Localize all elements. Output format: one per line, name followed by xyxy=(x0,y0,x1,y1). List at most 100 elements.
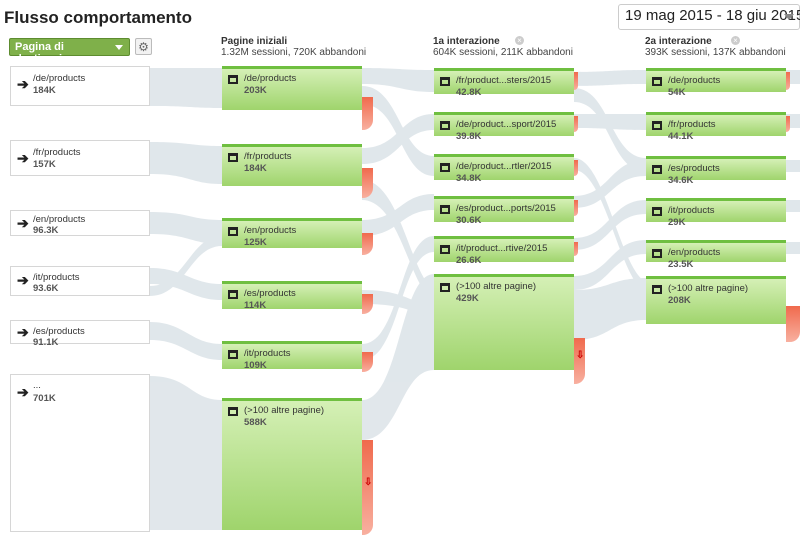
close-icon[interactable]: × xyxy=(515,36,524,45)
node-value: 30.6K xyxy=(456,215,482,226)
dropoff-bar[interactable] xyxy=(362,97,373,130)
page-icon xyxy=(228,290,238,299)
first-interaction-node[interactable]: /it/product...rtive/2015 26.6K xyxy=(434,236,574,266)
node-value: 91.1K xyxy=(33,337,59,348)
start-page-node[interactable]: /es/products 114K xyxy=(222,281,362,311)
dropoff-bar[interactable] xyxy=(574,200,578,216)
page-icon xyxy=(228,227,238,236)
start-page-node[interactable]: /en/products 125K xyxy=(222,218,362,248)
dropoff-bar[interactable] xyxy=(574,116,578,132)
dropoff-bar[interactable] xyxy=(362,352,373,372)
first-interaction-node[interactable]: (>100 altre pagine) 429K xyxy=(434,274,574,370)
date-range-label: 19 mag 2015 - 18 giu 2015 xyxy=(625,7,800,24)
node-label: /it/product...rtive/2015 xyxy=(456,243,548,254)
column-header-second: 2a interazione 393K sessioni, 137K abban… xyxy=(645,36,800,58)
column-header-first: 1a interazione 604K sessioni, 211K abban… xyxy=(433,36,583,58)
dropoff-bar[interactable] xyxy=(362,294,373,314)
second-interaction-node[interactable]: /en/products 23.5K xyxy=(646,240,786,270)
first-interaction-node[interactable]: /de/product...sport/2015 39.8K xyxy=(434,112,574,142)
node-label: /it/products xyxy=(668,205,715,216)
second-interaction-node[interactable]: /fr/products 44.1K xyxy=(646,112,786,142)
node-label: /es/product...ports/2015 xyxy=(456,203,556,214)
first-interaction-node[interactable]: /es/product...ports/2015 30.6K xyxy=(434,196,574,226)
start-page-node[interactable]: /de/products 203K xyxy=(222,66,362,110)
dropoff-bar[interactable] xyxy=(574,242,578,256)
node-label: /fr/products xyxy=(244,151,292,162)
chevron-down-icon xyxy=(115,45,123,50)
second-interaction-node[interactable]: /es/products 34.6K xyxy=(646,156,786,186)
node-value: 208K xyxy=(668,295,691,306)
dropoff-bar[interactable]: ⇩ xyxy=(574,338,585,384)
node-label: (>100 altre pagine) xyxy=(668,283,749,294)
node-label: /fr/products xyxy=(33,147,81,158)
second-interaction-node[interactable]: (>100 altre pagine) 208K xyxy=(646,276,786,324)
first-interaction-node[interactable]: /fr/product...sters/2015 42.8K xyxy=(434,68,574,98)
node-label: /de/product...sport/2015 xyxy=(456,119,557,130)
entrance-arrow-icon: ➔ xyxy=(17,384,29,400)
gear-icon[interactable]: ⚙ xyxy=(135,38,152,55)
column-stats: 604K sessioni, 211K abbandoni xyxy=(433,47,573,58)
node-value: 42.8K xyxy=(456,87,482,98)
node-label: /es/products xyxy=(244,288,296,299)
page-icon xyxy=(440,283,450,292)
node-label: /en/products xyxy=(244,225,297,236)
dropoff-bar[interactable] xyxy=(786,116,790,132)
source-node[interactable]: ➔ /fr/products 157K xyxy=(10,140,150,176)
page-icon xyxy=(440,245,450,254)
node-value: 44.1K xyxy=(668,131,694,142)
source-node[interactable]: ➔ /de/products 184K xyxy=(10,66,150,106)
page-icon xyxy=(652,77,662,86)
page-icon xyxy=(652,121,662,130)
dropoff-arrow-icon: ⇩ xyxy=(364,476,373,488)
entrance-arrow-icon: ➔ xyxy=(17,215,29,231)
source-node[interactable]: ➔ /en/products 96.3K xyxy=(10,210,150,236)
node-label: /de/products xyxy=(244,73,297,84)
node-value: 184K xyxy=(244,163,267,174)
node-label: /es/products xyxy=(668,163,720,174)
page-icon xyxy=(652,165,662,174)
column-label: 1a interazione xyxy=(433,36,500,47)
close-icon[interactable]: × xyxy=(731,36,740,45)
node-label: /it/products xyxy=(244,348,291,359)
node-value: 34.8K xyxy=(456,173,482,184)
first-interaction-node[interactable]: /de/product...rtler/2015 34.8K xyxy=(434,154,574,184)
page-icon xyxy=(652,207,662,216)
chevron-down-icon xyxy=(784,14,794,20)
node-value: 114K xyxy=(244,300,267,311)
page-icon xyxy=(228,350,238,359)
node-value: 588K xyxy=(244,417,267,428)
dropoff-bar[interactable] xyxy=(574,160,578,176)
node-label: /de/product...rtler/2015 xyxy=(456,161,552,172)
dropoff-bar[interactable] xyxy=(786,72,790,90)
entrance-arrow-icon: ➔ xyxy=(17,324,29,340)
entrance-arrow-icon: ➔ xyxy=(17,272,29,288)
start-page-node[interactable]: /fr/products 184K xyxy=(222,144,362,186)
page-title: Flusso comportamento xyxy=(4,8,192,27)
second-interaction-node[interactable]: /it/products 29K xyxy=(646,198,786,228)
dimension-dropdown[interactable]: Pagina di destinazione xyxy=(9,38,130,65)
start-page-node[interactable]: /it/products 109K xyxy=(222,341,362,371)
source-node[interactable]: ➔ ... 701K xyxy=(10,374,150,532)
node-value: 34.6K xyxy=(668,175,694,186)
page-icon xyxy=(228,407,238,416)
column-label: Pagine iniziali xyxy=(221,36,288,47)
node-value: 125K xyxy=(244,237,267,248)
node-value: 93.6K xyxy=(33,283,59,294)
page-icon xyxy=(652,249,662,258)
dropoff-bar[interactable] xyxy=(362,168,373,198)
second-interaction-node[interactable]: /de/products 54K xyxy=(646,68,786,98)
source-node[interactable]: ➔ /it/products 93.6K xyxy=(10,266,150,296)
node-label: /it/products xyxy=(33,272,80,283)
page-icon xyxy=(440,121,450,130)
source-node[interactable]: ➔ /es/products 91.1K xyxy=(10,320,150,348)
dimension-dropdown-label: Pagina di destinazione xyxy=(15,41,82,65)
node-value: 701K xyxy=(33,393,56,404)
dropoff-bar[interactable] xyxy=(574,72,578,90)
dropoff-bar[interactable]: ⇩ xyxy=(362,440,373,535)
node-value: 96.3K xyxy=(33,225,59,236)
dropoff-bar[interactable] xyxy=(786,306,800,342)
start-page-node[interactable]: (>100 altre pagine) 588K xyxy=(222,398,362,530)
dropoff-bar[interactable] xyxy=(362,233,373,255)
node-label: ... xyxy=(33,380,41,391)
